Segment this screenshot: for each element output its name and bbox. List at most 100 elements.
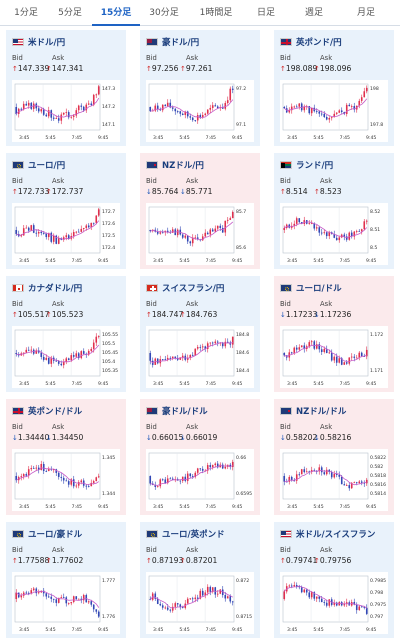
candle-body: [92, 604, 95, 610]
candlestick-chart[interactable]: 97.2 97.1 3:45 5:45 7:45 9:45: [146, 80, 254, 142]
rate-card[interactable]: 米ドル/スイスフラン Bid Ask ↑0.79741 ↑0.79756 0.7985 0.…: [274, 522, 394, 638]
tab-5[interactable]: 日足: [256, 8, 275, 18]
tab-3[interactable]: 30分足: [149, 8, 179, 18]
tab-2[interactable]: 15分足: [92, 0, 140, 26]
candlestick-chart[interactable]: 147.3 147.2 147.1 3:45 5:45 7:45 9:45: [12, 80, 120, 142]
rate-card[interactable]: 豪ドル/ドル Bid Ask ↓0.66015 ↓0.66019 0.66 0.6595 3:…: [140, 399, 260, 515]
currency-pair-name[interactable]: 英ポンド/円: [296, 38, 342, 48]
candle-body: [27, 349, 30, 351]
candle-body: [201, 115, 204, 118]
bid-label: Bid: [12, 177, 23, 185]
rate-card[interactable]: ユーロ/ドル Bid Ask ↓1.17233 ↓1.17236 1.172 1.171 3:…: [274, 276, 394, 392]
rate-card[interactable]: 英ポンド/円 Bid Ask ↑198.089 ↑198.096 198 197.8 3:45…: [274, 30, 394, 146]
candle-body: [318, 596, 321, 599]
arrow-down-icon: ↓: [180, 434, 186, 442]
candle-body: [194, 120, 197, 121]
ask-price: ↑105.523: [46, 310, 83, 319]
candlestick-chart[interactable]: 1.172 1.171 3:45 5:45 7:45 9:45: [280, 326, 388, 388]
candle-body: [75, 353, 78, 357]
candle-body: [27, 469, 30, 476]
candle-body: [300, 345, 303, 348]
candle-body: [45, 114, 48, 117]
candlestick-chart[interactable]: 198 197.8 3:45 5:45 7:45 9:45: [280, 80, 388, 142]
candle-body: [333, 113, 336, 118]
x-tick-label: 7:45: [72, 381, 82, 387]
candle-body: [310, 341, 313, 343]
rate-card[interactable]: ユーロ/円 Bid Ask ↑172.733 ↑172.737 172.7 172.6 172…: [6, 153, 126, 269]
candlestick-chart[interactable]: 105.55 105.5 105.45 105.4 105.35 3:45 5:45 7:45…: [12, 326, 120, 388]
currency-pair-name[interactable]: NZドル/円: [162, 161, 204, 171]
candle-body: [216, 463, 219, 468]
rate-card[interactable]: 豪ドル/円 Bid Ask ↑97.256 ↑97.261 97.2 97.1 3:45 5:4…: [140, 30, 260, 146]
arrow-down-icon: ↓: [280, 434, 286, 442]
candle-body: [224, 102, 227, 109]
y-tick-label: 8.51: [370, 227, 380, 233]
candle-body: [320, 349, 323, 352]
ask-label: Ask: [52, 300, 65, 308]
tab-7[interactable]: 月足: [356, 8, 375, 18]
currency-pair-name[interactable]: 英ポンド/ドル: [28, 407, 83, 417]
currency-pair-name[interactable]: 豪ドル/円: [162, 38, 200, 48]
candlestick-chart[interactable]: 0.66 0.6595 3:45 5:45 7:45 9:45: [146, 449, 254, 511]
ask-price: ↑184.763: [180, 310, 217, 319]
candle-body: [305, 589, 308, 593]
card-header: NZドル/ドル: [280, 405, 346, 417]
candle-body: [365, 87, 368, 92]
currency-pair-name[interactable]: ユーロ/豪ドル: [28, 530, 83, 540]
currency-pair-name[interactable]: ユーロ/円: [28, 161, 66, 171]
candle-body: [293, 106, 296, 108]
currency-pair-name[interactable]: ユーロ/ドル: [296, 284, 342, 294]
candlestick-chart[interactable]: 85.7 85.6 3:45 5:45 7:45 9:45: [146, 203, 254, 265]
candlestick-chart[interactable]: 8.52 8.51 8.5 3:45 5:45 7:45 9:45: [280, 203, 388, 265]
rate-card[interactable]: スイスフラン/円 Bid Ask ↑184.747 ↑184.763 184.8 184.6…: [140, 276, 260, 392]
candlestick-chart[interactable]: 1.345 1.344 3:45 5:45 7:45 9:45: [12, 449, 120, 511]
rate-card[interactable]: ユーロ/英ポンド Bid Ask ↑0.87193 ↑0.87201 0.872 0.871…: [140, 522, 260, 638]
currency-pair-name[interactable]: 米ドル/スイスフラン: [296, 530, 376, 540]
currency-pair-name[interactable]: スイスフラン/円: [162, 284, 225, 294]
tab-0[interactable]: 1分足: [14, 8, 38, 18]
chart-svg: 0.5822 0.582 0.5818 0.5816 0.5814 3:45 5:45 7:4…: [282, 452, 386, 510]
rate-card[interactable]: 米ドル/円 Bid Ask ↑147.339 ↑147.341 147.3 147.2 147…: [6, 30, 126, 146]
rate-card[interactable]: ランド/円 Bid Ask ↑8.514 ↑8.523 8.52 8.51 8.5 3:45 5:…: [274, 153, 394, 269]
candle-body: [323, 602, 326, 603]
currency-pair-name[interactable]: カナダドル/円: [28, 284, 83, 294]
candle-body: [300, 222, 303, 224]
candlestick-chart[interactable]: 0.7985 0.798 0.7975 0.797 3:45 5:45 7:45 9:45: [280, 572, 388, 634]
candle-body: [15, 476, 18, 481]
currency-pair-name[interactable]: NZドル/ドル: [296, 407, 347, 417]
ask-value: 1.34450: [51, 433, 84, 442]
candlestick-chart[interactable]: 0.872 0.8715 3:45 5:45 7:45 9:45: [146, 572, 254, 634]
currency-pair-name[interactable]: ランド/円: [296, 161, 334, 171]
rate-card[interactable]: ユーロ/豪ドル Bid Ask ↑1.77588 ↑1.77602 1.777 1.776 3…: [6, 522, 126, 638]
rate-card[interactable]: カナダドル/円 Bid Ask ↑105.517 ↑105.523 105.55 105.5…: [6, 276, 126, 392]
tab-1[interactable]: 5分足: [58, 8, 82, 18]
bid-value: 0.66015: [151, 433, 184, 442]
candle-body: [211, 342, 214, 344]
candle-body: [194, 348, 197, 356]
tab-6[interactable]: 週足: [304, 8, 323, 18]
currency-pair-name[interactable]: 米ドル/円: [28, 38, 66, 48]
bid-label: Bid: [12, 546, 23, 554]
bid-label: Bid: [146, 177, 157, 185]
card-header: ユーロ/円: [12, 159, 65, 171]
candlestick-chart[interactable]: 184.8 184.6 184.4 3:45 5:45 7:45 9:45: [146, 326, 254, 388]
candlestick-chart[interactable]: 0.5822 0.582 0.5818 0.5816 0.5814 3:45 5:45 7:4…: [280, 449, 388, 511]
rate-card[interactable]: 英ポンド/ドル Bid Ask ↓1.34440 ↓1.34450 1.345 1.344 3…: [6, 399, 126, 515]
candle-body: [360, 97, 363, 101]
candle-body: [358, 352, 361, 358]
candle-body: [214, 587, 217, 595]
moving-average-line: [16, 344, 100, 363]
candle-body: [22, 474, 25, 477]
moving-average-line: [150, 465, 233, 486]
candlestick-chart[interactable]: 172.7 172.6 172.5 172.4 3:45 5:45 7:45 9:45: [12, 203, 120, 265]
y-tick-label: 0.66: [236, 455, 246, 461]
candle-body: [176, 603, 179, 605]
rate-card[interactable]: NZドル/円 Bid Ask ↓85.764 ↓85.771 85.7 85.6 3:45 5:…: [140, 153, 260, 269]
us-flag-icon: [280, 530, 292, 538]
tab-4[interactable]: 1時間足: [199, 8, 233, 18]
candle-body: [363, 91, 366, 98]
currency-pair-name[interactable]: 豪ドル/ドル: [162, 407, 208, 417]
currency-pair-name[interactable]: ユーロ/英ポンド: [162, 530, 225, 540]
candlestick-chart[interactable]: 1.777 1.776 3:45 5:45 7:45 9:45: [12, 572, 120, 634]
rate-card[interactable]: NZドル/ドル Bid Ask ↓0.58202 ↓0.58216 0.5822 0.582…: [274, 399, 394, 515]
